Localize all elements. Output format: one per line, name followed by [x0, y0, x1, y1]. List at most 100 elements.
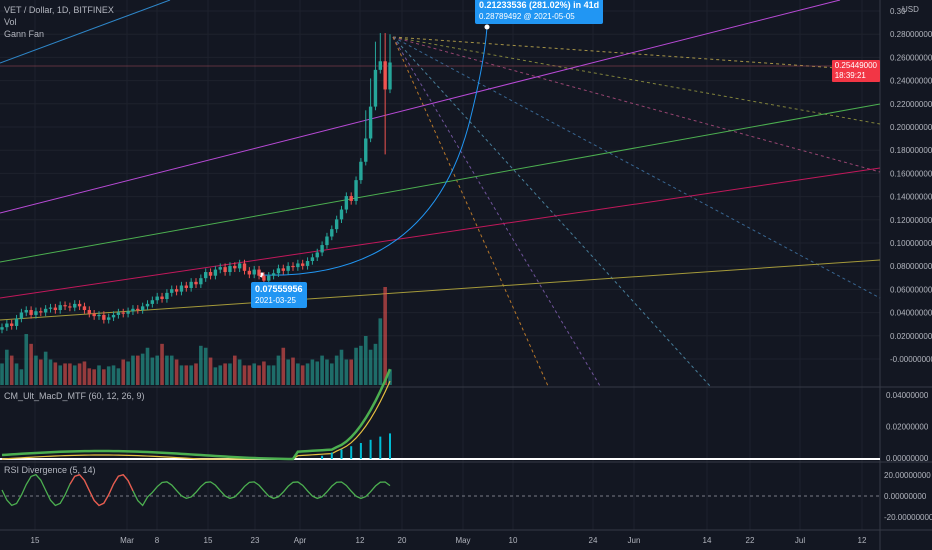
rsi-divergence [69, 473, 134, 507]
candle-body [359, 161, 363, 181]
volume-bar [213, 367, 218, 385]
volume-bar [203, 347, 208, 385]
volume-bar [300, 365, 305, 385]
candle-body [24, 310, 28, 313]
volume-bar [34, 355, 38, 385]
price-tick: 0.24000000 [890, 77, 932, 86]
candle-body [257, 269, 261, 276]
volume-bar [242, 365, 247, 385]
candle-body [364, 138, 368, 162]
volume-bar [296, 363, 300, 385]
volume-bar [233, 355, 237, 385]
price-axis[interactable]: 0.30 0.28000000 0.26000000 0.24000000 0.2200… [884, 7, 932, 522]
price-tick: 0.06000000 [890, 285, 932, 294]
measure-badge: 0.21233536 (281.02%) in 41d 0.28789492 @… [475, 0, 604, 24]
measure-point [484, 24, 490, 30]
volume-bar [165, 355, 169, 385]
volume-bar [223, 363, 227, 385]
price-tick: 0.10000000 [890, 239, 932, 248]
candle-body [68, 306, 72, 308]
time-tick: Jun [628, 536, 641, 545]
macd-line [1, 368, 392, 461]
volume-bar [354, 347, 358, 385]
volume-bar [208, 357, 213, 385]
low-price: 0.07555956 [255, 284, 303, 294]
current-price: 0.25449000 [834, 61, 877, 70]
price-tick: 0.16000000 [890, 169, 932, 178]
candle-body [325, 236, 329, 246]
candle-body [73, 303, 77, 308]
arc-measure [261, 25, 488, 276]
vol-label: Vol [4, 17, 17, 27]
price-tick: 0.04000000 [890, 309, 932, 318]
candle-body [155, 296, 159, 301]
candle-body [53, 307, 58, 311]
volume-bar [136, 355, 140, 385]
histogram-bar [340, 449, 343, 459]
volume-bar [286, 359, 290, 385]
candle-body [296, 263, 300, 268]
histogram-bar [330, 452, 333, 459]
candle-body [339, 209, 344, 220]
time-tick: Jul [795, 536, 805, 545]
candle-body [48, 307, 53, 309]
volume-bar [281, 347, 286, 385]
currency-label: USD [902, 5, 919, 14]
price-tick: 0.14000000 [890, 193, 932, 202]
rsi-title: RSI Divergence (5, 14) [4, 465, 96, 475]
volume-bar [43, 351, 48, 385]
time-tick: May [455, 536, 470, 545]
candle-body [140, 306, 145, 311]
candle-body [102, 314, 106, 320]
candle-body [310, 257, 315, 262]
time-tick: 24 [589, 536, 598, 545]
gann-ray [392, 36, 881, 125]
candle-body [305, 261, 310, 266]
volume-bar [194, 363, 198, 385]
time-tick: 8 [155, 536, 160, 545]
candle-body [373, 69, 378, 107]
price-tick: 0.08000000 [890, 262, 932, 271]
volume-bar [29, 343, 33, 385]
volume-bar [106, 366, 111, 385]
volume-bar [150, 357, 155, 385]
volume-bar [373, 343, 378, 385]
volume-bar [24, 334, 29, 385]
candle-body [383, 61, 387, 90]
volume-bar [116, 368, 121, 385]
candle-body [320, 245, 324, 253]
symbol-title: VET / Dollar, 1D, BITFINEX [4, 5, 114, 15]
candle-body [121, 312, 125, 314]
volume-bar [19, 369, 24, 385]
current-price-tag[interactable]: 0.25449000 18:39:21 [831, 60, 880, 82]
time-tick: 15 [204, 536, 213, 545]
volume-bar [14, 363, 19, 385]
candle-body [184, 285, 188, 288]
volume-bar [271, 365, 276, 385]
volume-bar [121, 359, 126, 385]
volume-bar [349, 359, 353, 385]
candle-body [291, 265, 295, 268]
volume-bar [334, 355, 339, 385]
volume-bar [140, 353, 145, 385]
candle-body [58, 305, 62, 311]
macd-panel [0, 368, 880, 461]
candle-body [252, 269, 256, 275]
volume-bar [48, 359, 53, 385]
time-tick: 20 [398, 536, 407, 545]
volume-bar [325, 359, 329, 385]
trendline-purple [0, 0, 841, 214]
histogram-bar [389, 433, 391, 459]
volume-bar [368, 349, 373, 385]
candle-body [194, 281, 198, 285]
time-axis[interactable]: 15 Mar 8 15 23 Apr 12 20 May 10 24 Jun 14 22 Jul 12 [31, 536, 867, 545]
trendline-pink [0, 167, 881, 299]
rsi-tick: -20.00000000 [884, 513, 932, 522]
volume-bar [68, 363, 72, 385]
volume-bar [58, 365, 62, 385]
volume-bar [305, 363, 310, 385]
candle-body [262, 275, 266, 281]
volume-bar [189, 365, 193, 385]
volume-bar [131, 355, 135, 385]
